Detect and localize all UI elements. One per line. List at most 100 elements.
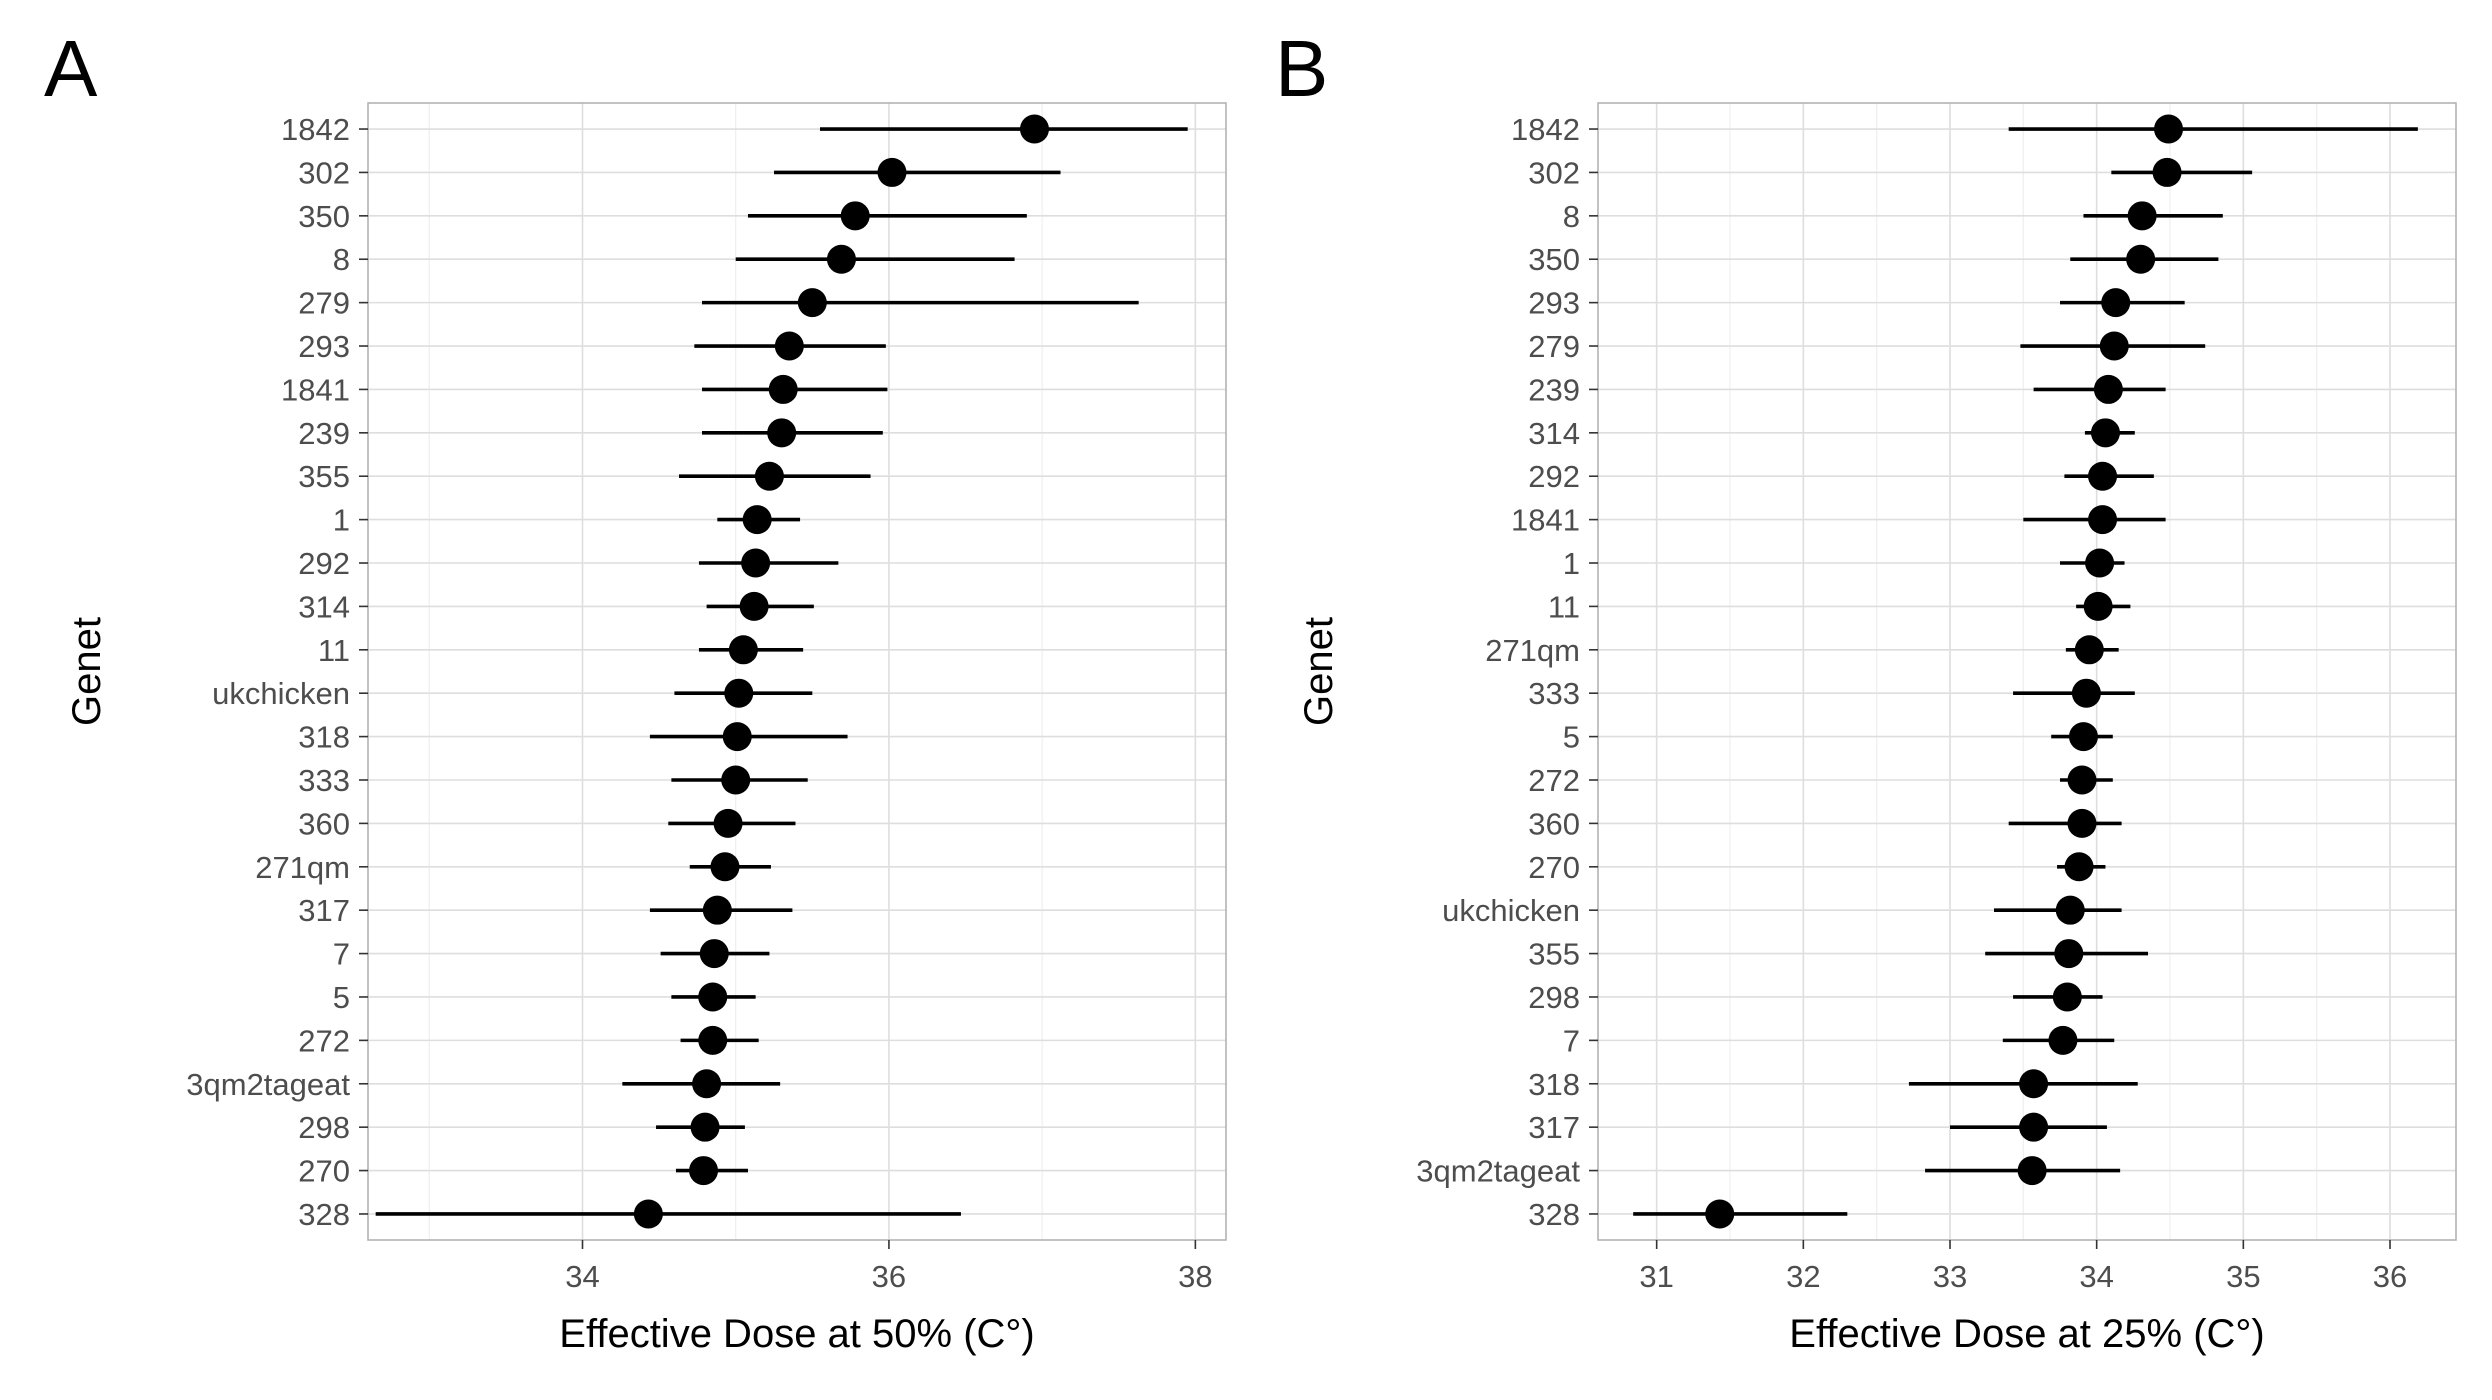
y-tick-label-293: 293 — [298, 329, 350, 364]
point-7 — [2048, 1025, 2078, 1055]
y-tick-label-293: 293 — [1528, 286, 1580, 321]
point-360 — [2067, 808, 2097, 838]
point-5 — [698, 982, 728, 1012]
point-317 — [702, 895, 732, 925]
y-tick-label-314: 314 — [1528, 416, 1580, 451]
panel-b: B 184230283502932792393142921841111271qm… — [1275, 24, 2457, 1356]
y-tick-label-355: 355 — [298, 459, 350, 494]
point-293 — [774, 331, 804, 361]
point-318 — [722, 722, 752, 752]
x-tick-label: 35 — [2226, 1259, 2260, 1294]
point-292 — [741, 548, 771, 578]
point-1841 — [768, 374, 798, 404]
point-1842 — [2154, 114, 2184, 144]
point-1842 — [1019, 114, 1049, 144]
point-317 — [2019, 1112, 2049, 1142]
y-tick-label-360: 360 — [298, 806, 350, 841]
y-tick-label-272: 272 — [1528, 763, 1580, 798]
point-333 — [721, 765, 751, 795]
panel-a-x-tick-labels: 34 36 38 — [565, 1240, 1213, 1294]
point-279 — [797, 288, 827, 318]
point-293 — [2101, 288, 2131, 318]
point-350 — [2126, 244, 2156, 274]
panel-b-grid — [1598, 103, 2456, 1240]
point-272 — [698, 1025, 728, 1055]
y-tick-label-302: 302 — [298, 155, 350, 190]
point-298 — [690, 1112, 720, 1142]
y-tick-label-7: 7 — [1563, 1023, 1580, 1058]
y-tick-label-317: 317 — [1528, 1110, 1580, 1145]
y-tick-label-292: 292 — [1528, 459, 1580, 494]
panel-a-x-axis-title: Effective Dose at 50% (C°) — [559, 1312, 1034, 1356]
y-tick-label-3qm2tageat: 3qm2tageat — [186, 1067, 350, 1102]
panel-b-y-tick-labels: 184230283502932792393142921841111271qm33… — [1416, 112, 1598, 1232]
point-1841 — [2088, 505, 2118, 535]
y-tick-label-ukchicken: ukchicken — [1442, 893, 1580, 928]
panel-b-marks — [1633, 114, 2418, 1229]
y-tick-label-292: 292 — [298, 546, 350, 581]
point-5 — [2068, 722, 2098, 752]
y-tick-label-270: 270 — [1528, 850, 1580, 885]
point-8 — [826, 244, 856, 274]
x-tick-label: 34 — [2079, 1259, 2113, 1294]
y-tick-label-1: 1 — [1563, 546, 1580, 581]
point-355 — [2054, 939, 2084, 969]
point-3qm2tageat — [2017, 1156, 2047, 1186]
y-tick-label-1: 1 — [333, 503, 350, 538]
point-314 — [2090, 418, 2120, 448]
y-tick-label-317: 317 — [298, 893, 350, 928]
point-298 — [2052, 982, 2082, 1012]
point-7 — [699, 939, 729, 969]
panel-a-y-tick-labels: 1842 302 350 8 279 293 1841 239 355 1 292 314 11 ukch… — [186, 112, 368, 1232]
y-tick-label-298: 298 — [1528, 980, 1580, 1015]
x-tick-label: 36 — [2373, 1259, 2407, 1294]
panel-b-border — [1597, 102, 2457, 1241]
y-tick-label-3qm2tageat: 3qm2tageat — [1416, 1154, 1580, 1189]
y-tick-label-239: 239 — [1528, 372, 1580, 407]
y-tick-label-279: 279 — [298, 286, 350, 321]
point-272 — [2067, 765, 2097, 795]
point-1 — [742, 505, 772, 535]
y-tick-label-5: 5 — [1563, 720, 1580, 755]
y-tick-label-328: 328 — [1528, 1197, 1580, 1232]
point-271qm — [710, 852, 740, 882]
point-11 — [728, 635, 758, 665]
y-tick-label-239: 239 — [298, 416, 350, 451]
y-tick-label-318: 318 — [1528, 1067, 1580, 1102]
point-ukchicken — [2055, 895, 2085, 925]
point-328 — [1705, 1199, 1735, 1229]
point-328 — [633, 1199, 663, 1229]
panel-label-b: B — [1275, 24, 1328, 113]
y-tick-label-1841: 1841 — [1511, 503, 1580, 538]
point-350 — [840, 201, 870, 231]
panel-a: A 1842 302 350 8 279 293 1841 239 355 1 292 314 11 uk… — [44, 24, 1227, 1356]
panel-b-x-tick-labels: 31 32 33 34 35 36 — [1639, 1240, 2407, 1294]
y-tick-label-271qm: 271qm — [1485, 633, 1580, 668]
point-11 — [2083, 591, 2113, 621]
point-8 — [2127, 201, 2157, 231]
point-302 — [877, 157, 907, 187]
point-239 — [2093, 374, 2123, 404]
point-270 — [2064, 852, 2094, 882]
y-tick-label-360: 360 — [1528, 806, 1580, 841]
panel-a-border — [367, 102, 1227, 1241]
y-tick-label-302: 302 — [1528, 155, 1580, 190]
point-360 — [713, 808, 743, 838]
y-tick-label-1841: 1841 — [281, 372, 350, 407]
y-tick-label-350: 350 — [298, 199, 350, 234]
y-tick-label-11: 11 — [318, 633, 350, 668]
x-tick-label: 36 — [872, 1259, 906, 1294]
y-tick-label-298: 298 — [298, 1110, 350, 1145]
y-tick-label-318: 318 — [298, 720, 350, 755]
panel-b-y-axis-title: Genet — [1297, 617, 1341, 726]
point-318 — [2019, 1069, 2049, 1099]
y-tick-label-5: 5 — [333, 980, 350, 1015]
y-tick-label-8: 8 — [1563, 199, 1580, 234]
y-tick-label-1842: 1842 — [281, 112, 350, 147]
y-tick-label-314: 314 — [298, 589, 350, 624]
x-tick-label: 34 — [565, 1259, 599, 1294]
y-tick-label-7: 7 — [333, 937, 350, 972]
y-tick-label-333: 333 — [298, 763, 350, 798]
x-tick-label: 31 — [1639, 1259, 1673, 1294]
